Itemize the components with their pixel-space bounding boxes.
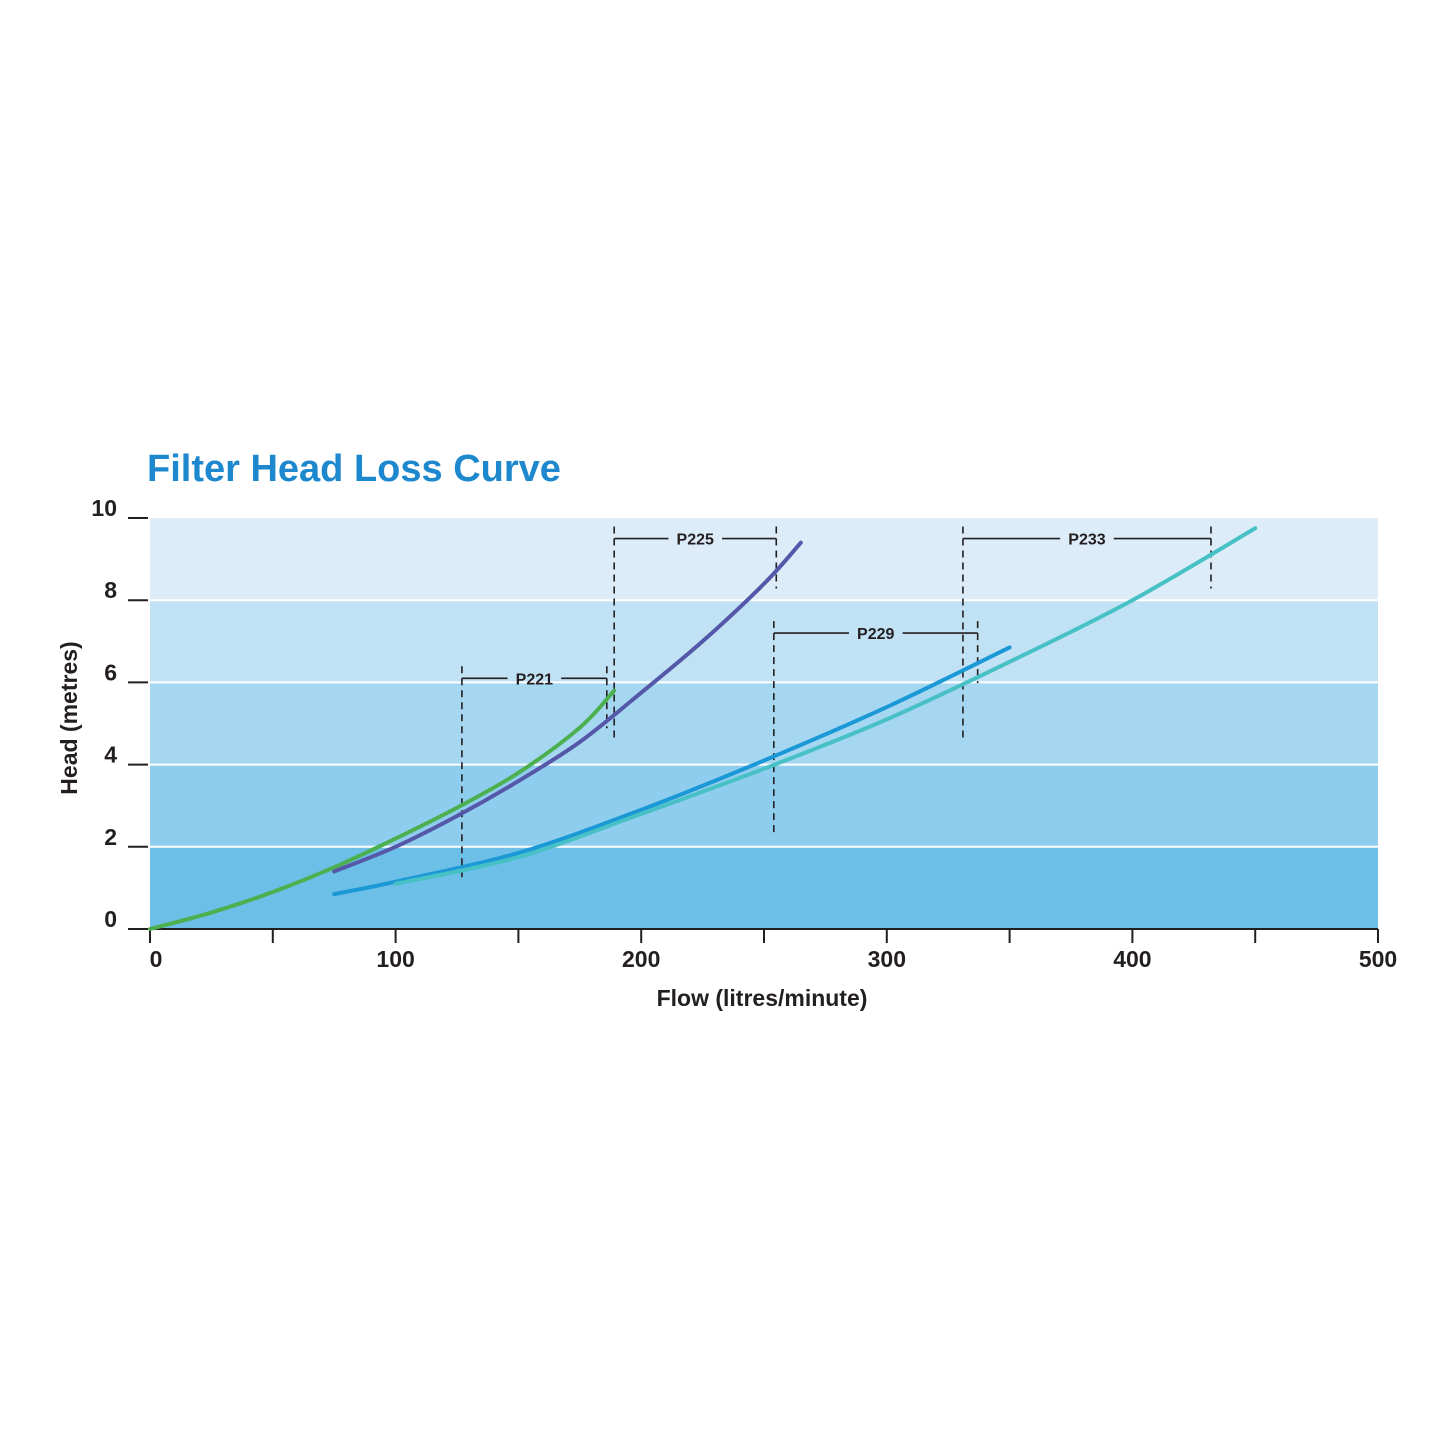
background-band (150, 518, 1378, 601)
background-band (150, 682, 1378, 765)
y-tick-label: 0 (104, 906, 117, 932)
series-line-p233 (393, 526, 1258, 886)
series-line-p229 (332, 645, 1012, 897)
range-marker: P225 (613, 526, 778, 739)
range-markers: P221 P225 P229 P233 (461, 526, 1212, 879)
series-line-p225 (332, 540, 803, 874)
series-line-p221 (148, 688, 617, 931)
range-marker: P229 (773, 621, 979, 834)
background-band (150, 846, 1378, 929)
background-band (150, 600, 1378, 683)
y-axis-ticks: 0 2 4 6 8 10 (91, 495, 148, 932)
y-tick-label: 2 (104, 824, 117, 850)
y-axis-title: Head (metres) (56, 641, 82, 794)
y-tick-label: 6 (104, 659, 117, 685)
x-tick-label: 300 (868, 946, 906, 972)
chart-title: Filter Head Loss Curve (147, 448, 561, 490)
x-tick-label: 100 (376, 946, 414, 972)
x-axis-title: Flow (litres/minute) (657, 985, 868, 1011)
range-label: P233 (1068, 532, 1105, 549)
x-axis-ticks: 0 100 200 300 400 500 (149, 929, 1397, 972)
x-tick-label: 0 (150, 946, 163, 972)
x-tick-label: 500 (1359, 946, 1397, 972)
range-label: P225 (677, 532, 714, 549)
series-lines (148, 526, 1258, 931)
range-label: P229 (857, 626, 894, 643)
background-band (150, 764, 1378, 847)
y-tick-label: 4 (104, 742, 117, 768)
gridlines (150, 599, 1378, 848)
x-tick-label: 200 (622, 946, 660, 972)
y-tick-label: 10 (91, 495, 117, 521)
range-label: P221 (516, 671, 553, 688)
x-tick-label: 400 (1113, 946, 1151, 972)
y-tick-label: 8 (104, 577, 117, 603)
range-marker: P233 (962, 526, 1212, 739)
